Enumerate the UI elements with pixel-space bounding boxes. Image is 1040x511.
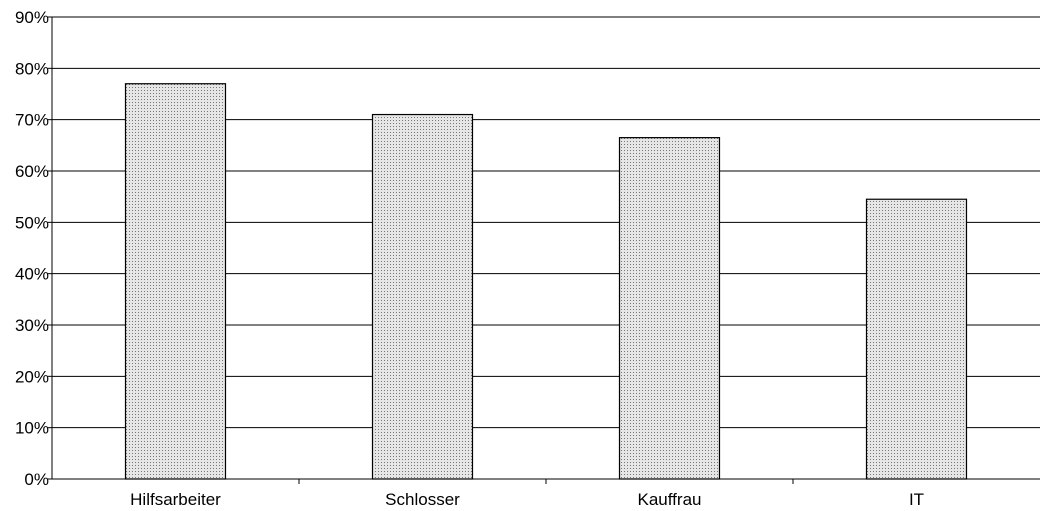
y-tick-label: 50% xyxy=(15,213,49,232)
bar-hilfsarbeiter xyxy=(124,83,227,480)
y-tick-label: 70% xyxy=(15,111,49,130)
bar-schlosser xyxy=(371,113,474,480)
y-tick-label: 90% xyxy=(15,8,49,27)
y-tick-label: 0% xyxy=(24,470,49,489)
y-tick-label: 40% xyxy=(15,265,49,284)
y-tick-label: 60% xyxy=(15,162,49,181)
x-category-label: Schlosser xyxy=(385,490,460,509)
bar-kauffrau xyxy=(618,137,721,480)
bars xyxy=(124,83,968,480)
x-category-label: IT xyxy=(909,490,924,509)
y-tick-label: 80% xyxy=(15,59,49,78)
y-tick-label: 20% xyxy=(15,367,49,386)
x-axis-ticks: Hilfsarbeiter Schlosser Kauffrau IT xyxy=(130,479,924,509)
x-category-label: Hilfsarbeiter xyxy=(130,490,221,509)
y-tick-label: 10% xyxy=(15,419,49,438)
y-tick-label: 30% xyxy=(15,316,49,335)
y-axis-ticks: 0% 10% 20% 30% 40% 50% 60% 70% 80% 90% xyxy=(15,8,52,489)
x-category-label: Kauffrau xyxy=(638,490,702,509)
bar-it xyxy=(865,198,968,480)
